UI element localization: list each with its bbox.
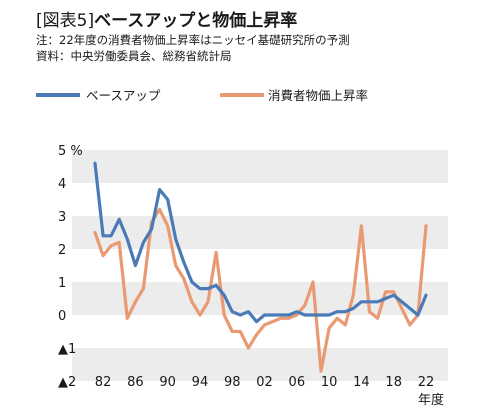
grid-band — [72, 150, 448, 183]
y-tick-label: 2 — [58, 243, 66, 258]
y-tick-label: 5 % — [58, 144, 83, 159]
x-tick-label: 82 — [95, 375, 112, 390]
y-tick-label: ▲2 — [58, 375, 76, 390]
figure-tag: [図表5] — [36, 11, 95, 31]
chart-note: 注：22年度の消費者物価上昇率はニッセイ基礎研究所の予測 — [36, 33, 350, 47]
x-tick-label: 90 — [159, 375, 176, 390]
title-text: ベースアップと物価上昇率 — [94, 11, 298, 31]
x-axis-label: 年度 — [418, 392, 444, 408]
x-tick-label: 98 — [224, 375, 241, 390]
grid-band — [72, 348, 448, 381]
series-lines — [93, 161, 428, 373]
x-tick-label: 18 — [385, 375, 402, 390]
x-tick-label: 22 — [418, 375, 435, 390]
chart-source: 資料：中央労働委員会、総務省統計局 — [36, 49, 232, 63]
x-tick-label: 06 — [289, 375, 306, 390]
grid-bands — [72, 150, 448, 381]
y-tick-label: 4 — [58, 177, 66, 192]
chart-header: [図表5]ベースアップと物価上昇率 注：22年度の消費者物価上昇率はニッセイ基礎… — [36, 10, 486, 64]
grid-band — [72, 216, 448, 249]
legend: ベースアップ 消費者物価上昇率 — [36, 88, 368, 103]
y-tick-label: ▲1 — [58, 342, 76, 357]
y-tick-label: 3 — [58, 210, 66, 225]
grid-band — [72, 282, 448, 315]
y-tick-label: 1 — [58, 276, 66, 291]
x-tick-label: 10 — [321, 375, 338, 390]
y-tick-labels: 5 % 4 3 2 1 0 ▲1 ▲2 — [58, 144, 83, 390]
x-tick-labels: 82 86 90 94 98 02 06 10 14 18 22 年度 — [95, 375, 444, 408]
x-tick-label: 86 — [127, 375, 144, 390]
legend-label: 消費者物価上昇率 — [268, 88, 368, 103]
x-tick-label: 94 — [192, 375, 209, 390]
y-tick-label: 0 — [58, 309, 66, 324]
chart-title: [図表5]ベースアップと物価上昇率 — [36, 10, 486, 32]
x-tick-label: 02 — [256, 375, 273, 390]
series-line — [93, 161, 428, 324]
x-tick-label: 14 — [353, 375, 370, 390]
legend-label: ベースアップ — [86, 88, 161, 103]
